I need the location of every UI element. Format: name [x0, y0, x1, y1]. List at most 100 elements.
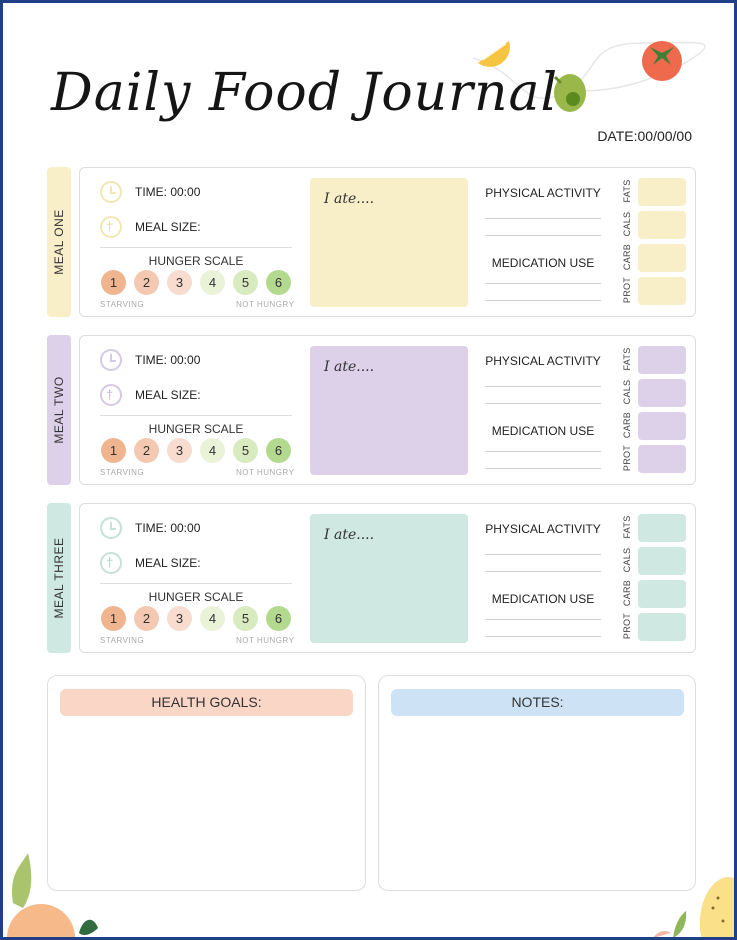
lemon-icon [478, 41, 510, 67]
hunger-level-1[interactable]: 1 [101, 438, 126, 463]
physical-activity-line-1[interactable] [485, 218, 601, 219]
meal-time-field[interactable]: TIME: 00:00 [135, 521, 201, 535]
starving-label: STARVING [100, 636, 145, 645]
meal-size-field[interactable]: MEAL SIZE: [135, 556, 201, 570]
meal-three-label: MEAL THREE [52, 537, 66, 619]
medication-use-line-2[interactable] [485, 468, 601, 469]
hunger-level-3[interactable]: 3 [167, 270, 192, 295]
food-eaten-field[interactable]: I ate.... [310, 514, 468, 643]
macro-prot-box[interactable] [638, 277, 686, 305]
notes-header: NOTES: [391, 689, 684, 716]
hunger-scale-title: HUNGER SCALE [148, 590, 244, 604]
not-hungry-label: NOT HUNGRY [236, 636, 295, 645]
hunger-level-4[interactable]: 4 [200, 606, 225, 631]
physical-activity-label: PHYSICAL ACTIVITY [485, 354, 601, 368]
physical-activity-line-2[interactable] [485, 235, 601, 236]
macro-prot-box[interactable] [638, 613, 686, 641]
physical-activity-line-2[interactable] [485, 571, 601, 572]
medication-use-line-1[interactable] [485, 619, 601, 620]
hunger-level-5[interactable]: 5 [233, 270, 258, 295]
food-eaten-label: I ate.... [324, 191, 375, 207]
hunger-level-5[interactable]: 5 [233, 438, 258, 463]
macro-fats-box[interactable] [638, 514, 686, 542]
macro-prot-label: PROT [622, 612, 632, 640]
page-title: Daily Food Journal [51, 63, 559, 123]
food-eaten-label: I ate.... [324, 527, 375, 543]
meal-one-label: MEAL ONE [52, 209, 66, 275]
starving-label: STARVING [100, 468, 145, 477]
macro-carb-box[interactable] [638, 412, 686, 440]
not-hungry-label: NOT HUNGRY [236, 468, 295, 477]
physical-activity-line-2[interactable] [485, 403, 601, 404]
hunger-scale-title: HUNGER SCALE [148, 422, 244, 436]
hunger-level-6[interactable]: 6 [266, 270, 291, 295]
macro-cals-box[interactable] [638, 547, 686, 575]
physical-activity-label: PHYSICAL ACTIVITY [485, 186, 601, 200]
hunger-level-2[interactable]: 2 [134, 438, 159, 463]
avocado-icon [553, 74, 586, 112]
medication-use-line-2[interactable] [485, 300, 601, 301]
macro-cals-label: CALS [622, 379, 632, 405]
medication-use-label: MEDICATION USE [491, 256, 595, 270]
food-eaten-field[interactable]: I ate.... [310, 346, 468, 475]
hunger-level-6[interactable]: 6 [266, 606, 291, 631]
hunger-level-3[interactable]: 3 [167, 606, 192, 631]
fork-knife-icon [100, 216, 122, 238]
hunger-level-6[interactable]: 6 [266, 438, 291, 463]
not-hungry-label: NOT HUNGRY [236, 300, 295, 309]
hunger-scale: 1 2 3 4 5 6 [100, 438, 292, 464]
macro-fats-label: FATS [622, 347, 632, 371]
tomato-icon [642, 41, 682, 81]
leaf-icon [79, 911, 687, 937]
pear-icon [699, 877, 734, 937]
physical-activity-label: PHYSICAL ACTIVITY [485, 522, 601, 536]
hunger-level-1[interactable]: 1 [101, 270, 126, 295]
meal-time-field[interactable]: TIME: 00:00 [135, 353, 201, 367]
macro-prot-label: PROT [622, 276, 632, 304]
meal-one-card: TIME: 00:00 MEAL SIZE: HUNGER SCALE 1 2 … [79, 167, 696, 317]
hunger-level-2[interactable]: 2 [134, 606, 159, 631]
macro-cals-label: CALS [622, 547, 632, 573]
meal-time-field[interactable]: TIME: 00:00 [135, 185, 201, 199]
hunger-level-3[interactable]: 3 [167, 438, 192, 463]
hunger-scale: 1 2 3 4 5 6 [100, 270, 292, 296]
macro-carb-label: CARB [622, 579, 632, 607]
meal-three-tab: MEAL THREE [47, 503, 71, 653]
hunger-level-2[interactable]: 2 [134, 270, 159, 295]
fork-knife-icon [100, 384, 122, 406]
macro-carb-box[interactable] [638, 244, 686, 272]
fruit-decorations [7, 41, 734, 937]
macro-carb-box[interactable] [638, 580, 686, 608]
physical-activity-line-1[interactable] [485, 386, 601, 387]
divider [100, 415, 292, 416]
macro-prot-label: PROT [622, 444, 632, 472]
date-field[interactable]: DATE:00/00/00 [597, 128, 692, 144]
hunger-scale-title: HUNGER SCALE [148, 254, 244, 268]
meal-size-field[interactable]: MEAL SIZE: [135, 388, 201, 402]
health-goals-panel[interactable]: HEALTH GOALS: [47, 675, 366, 891]
medication-use-line-1[interactable] [485, 283, 601, 284]
hunger-level-1[interactable]: 1 [101, 606, 126, 631]
macro-fats-box[interactable] [638, 346, 686, 374]
meal-size-field[interactable]: MEAL SIZE: [135, 220, 201, 234]
clock-icon [100, 517, 122, 539]
hunger-level-4[interactable]: 4 [200, 270, 225, 295]
food-eaten-field[interactable]: I ate.... [310, 178, 468, 307]
food-eaten-label: I ate.... [324, 359, 375, 375]
medication-use-line-2[interactable] [485, 636, 601, 637]
macro-cals-box[interactable] [638, 211, 686, 239]
macro-fats-box[interactable] [638, 178, 686, 206]
meal-two-card: TIME: 00:00 MEAL SIZE: HUNGER SCALE 1 2 … [79, 335, 696, 485]
macro-cals-label: CALS [622, 211, 632, 237]
hunger-level-4[interactable]: 4 [200, 438, 225, 463]
clock-icon [100, 181, 122, 203]
meal-three-card: TIME: 00:00 MEAL SIZE: HUNGER SCALE 1 2 … [79, 503, 696, 653]
macro-cals-box[interactable] [638, 379, 686, 407]
notes-panel[interactable]: NOTES: [378, 675, 696, 891]
medication-use-line-1[interactable] [485, 451, 601, 452]
hunger-level-5[interactable]: 5 [233, 606, 258, 631]
physical-activity-line-1[interactable] [485, 554, 601, 555]
clock-icon [100, 349, 122, 371]
macro-prot-box[interactable] [638, 445, 686, 473]
